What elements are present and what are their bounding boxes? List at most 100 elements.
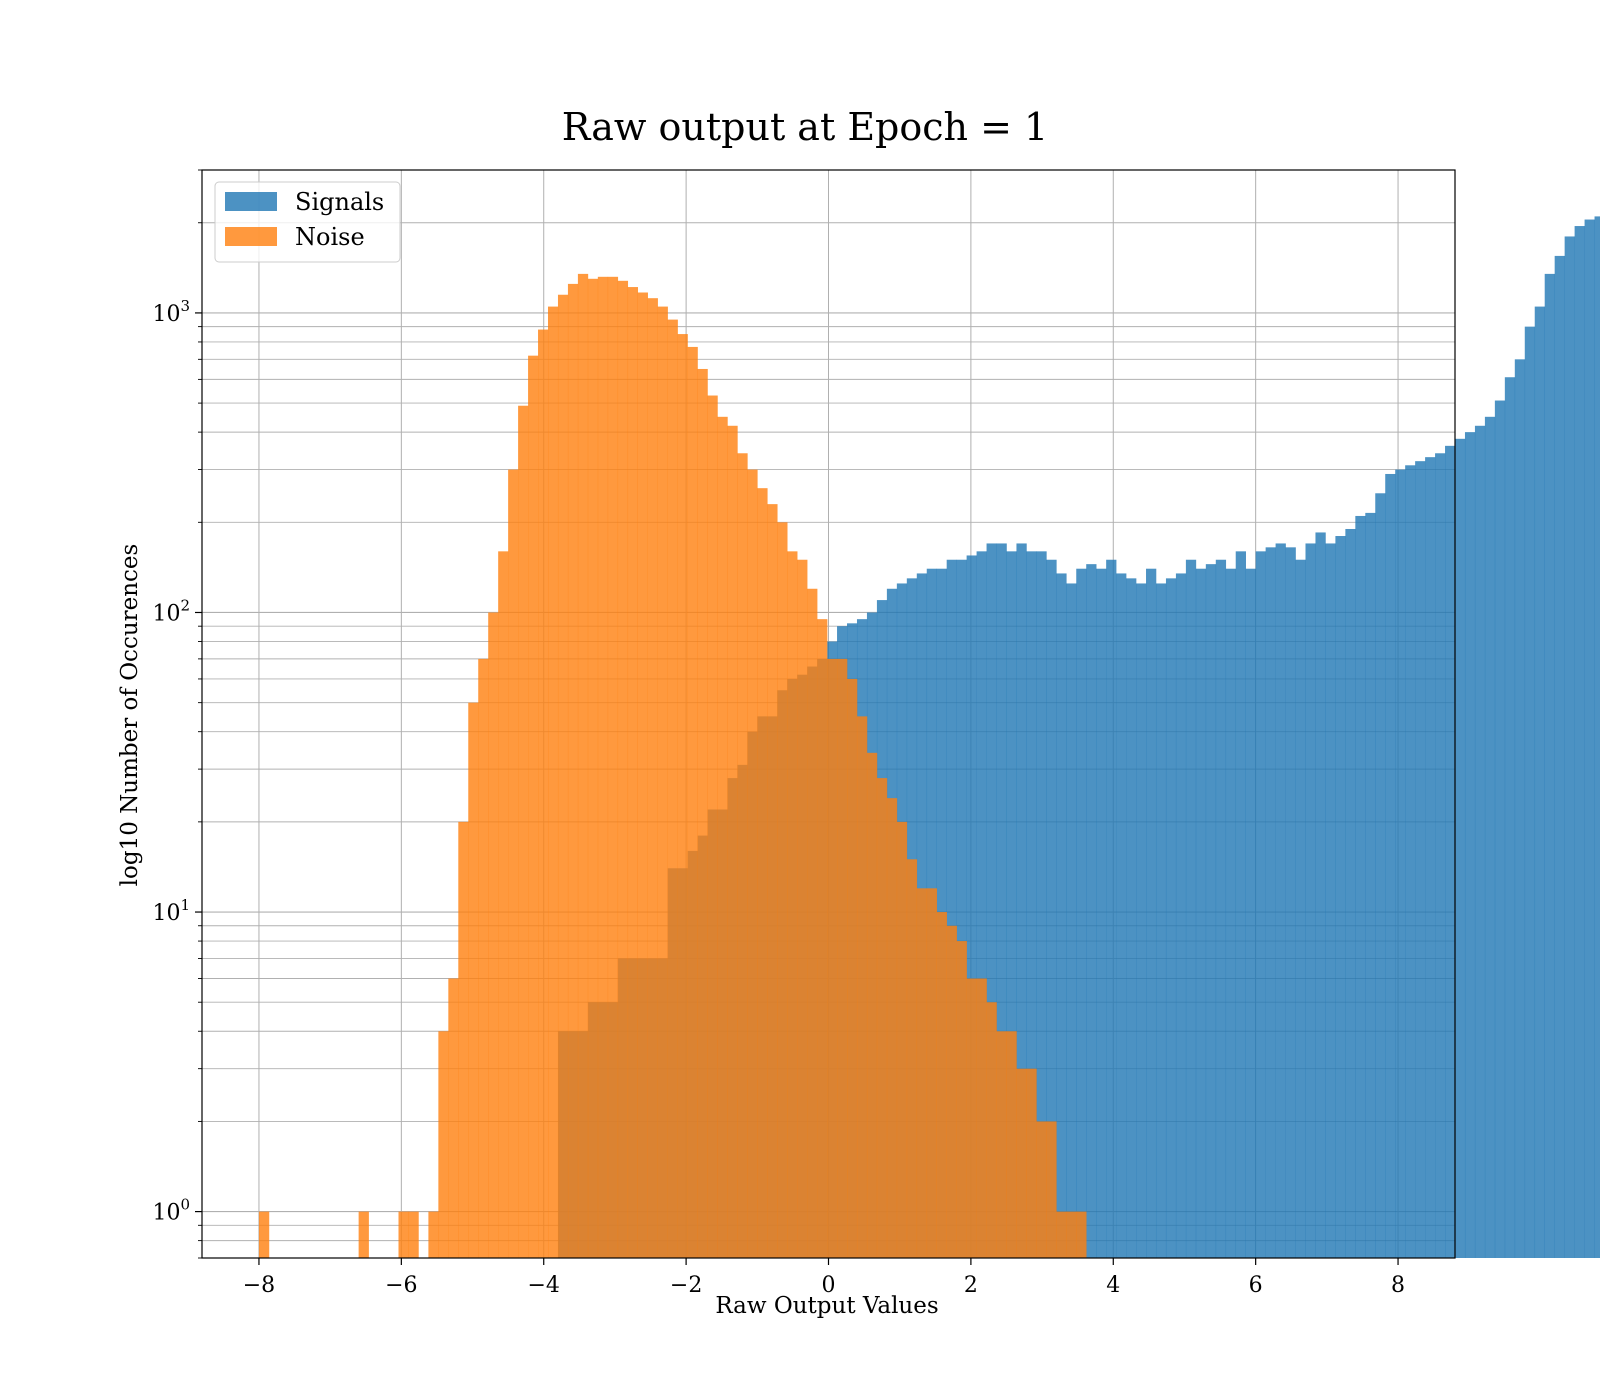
bar-signals — [1574, 226, 1585, 1258]
y-axis-label: log10 Number of Occurences — [117, 544, 143, 887]
x-axis-label: Raw Output Values — [715, 1293, 938, 1319]
bar-noise — [557, 294, 569, 1258]
bar-noise — [667, 319, 678, 1258]
bar-noise — [1036, 1121, 1047, 1258]
bar-noise — [518, 405, 529, 1258]
bar-signals — [1594, 216, 1600, 1258]
bar-signals — [1275, 543, 1286, 1258]
bar-noise — [398, 1211, 409, 1258]
bar-signals — [1345, 528, 1356, 1258]
bar-noise — [817, 619, 828, 1258]
bar-noise — [1016, 1068, 1027, 1258]
bar-signals — [1106, 559, 1117, 1258]
bar-signals — [1165, 578, 1177, 1258]
bar-noise — [677, 334, 688, 1258]
bar-noise — [1076, 1211, 1087, 1258]
series-noise — [258, 273, 1087, 1259]
bar-signals — [1195, 568, 1207, 1258]
bar-signals — [1016, 543, 1027, 1258]
bar-noise — [886, 798, 898, 1258]
bar-signals — [1445, 445, 1456, 1258]
bar-signals — [1474, 425, 1486, 1258]
bar-signals — [1066, 583, 1077, 1258]
bar-signals — [946, 559, 957, 1258]
bar-noise — [408, 1211, 419, 1258]
x-tick-label: 6 — [1249, 1273, 1263, 1298]
y-tick-exponent: 2 — [180, 596, 190, 614]
bar-signals — [1225, 568, 1237, 1258]
bar-noise — [996, 1031, 1007, 1258]
chart-title: Raw output at Epoch = 1 — [562, 105, 1048, 149]
bar-noise — [866, 752, 878, 1258]
bar-noise — [538, 329, 549, 1258]
bar-noise — [488, 612, 499, 1258]
bar-noise — [946, 925, 957, 1258]
bar-noise — [478, 658, 489, 1258]
bar-signals — [976, 551, 987, 1258]
bar-signals — [1136, 583, 1147, 1258]
bar-noise — [976, 978, 987, 1258]
bar-signals — [1185, 559, 1197, 1258]
bar-signals — [1305, 543, 1316, 1258]
bar-signals — [996, 543, 1007, 1258]
bar-signals — [1435, 453, 1446, 1259]
bar-signals — [1365, 512, 1376, 1258]
bar-noise — [448, 978, 459, 1258]
bar-signals — [1295, 559, 1306, 1258]
bar-noise — [837, 658, 848, 1258]
bar-noise — [827, 658, 838, 1258]
bar-signals — [1584, 219, 1595, 1258]
bar-noise — [777, 522, 788, 1258]
bar-noise — [587, 278, 599, 1258]
bar-signals — [986, 543, 997, 1258]
bar-signals — [1245, 568, 1256, 1258]
bar-noise — [787, 551, 798, 1258]
bar-signals — [1335, 536, 1346, 1258]
bar-signals — [1375, 493, 1386, 1259]
bar-signals — [1235, 551, 1246, 1258]
bar-noise — [468, 702, 479, 1258]
bar-noise — [916, 888, 928, 1258]
bar-signals — [956, 559, 967, 1258]
x-tick-label: −4 — [528, 1273, 560, 1298]
y-tick-label: 100 — [152, 1196, 190, 1226]
bar-signals — [1405, 465, 1416, 1258]
bar-noise — [1006, 1031, 1017, 1258]
bar-noise — [567, 283, 579, 1258]
bar-noise — [966, 978, 977, 1258]
bar-signals — [1554, 255, 1565, 1258]
bar-signals — [1385, 473, 1396, 1258]
bar-signals — [1455, 438, 1466, 1258]
bar-signals — [1514, 359, 1526, 1258]
bar-noise — [847, 678, 858, 1258]
bar-signals — [1524, 326, 1536, 1258]
legend: Signals Noise — [214, 181, 401, 263]
bar-noise — [508, 469, 519, 1258]
bar-noise — [577, 273, 589, 1258]
bar-noise — [926, 888, 938, 1258]
bar-noise — [528, 355, 539, 1258]
y-tick-label: 101 — [152, 896, 190, 926]
bar-signals — [1494, 400, 1506, 1258]
y-tick-base: 10 — [152, 1201, 180, 1226]
bar-signals — [1395, 469, 1406, 1258]
bar-noise — [856, 716, 868, 1258]
bar-signals — [1036, 551, 1047, 1258]
bar-noise — [637, 292, 648, 1258]
bar-signals — [1425, 457, 1436, 1258]
bar-noise — [657, 306, 668, 1258]
bar-signals — [1484, 416, 1496, 1258]
bar-signals — [1504, 377, 1516, 1259]
y-tick-label: 102 — [152, 596, 190, 626]
bar-noise — [1046, 1121, 1057, 1258]
bar-noise — [687, 346, 698, 1258]
bar-noise — [647, 298, 658, 1258]
bar-signals — [1205, 564, 1217, 1258]
bar-signals — [966, 555, 977, 1258]
bar-noise — [807, 588, 818, 1258]
bar-signals — [1464, 432, 1476, 1258]
bar-signals — [1215, 559, 1227, 1258]
y-tick-base: 10 — [152, 302, 180, 327]
